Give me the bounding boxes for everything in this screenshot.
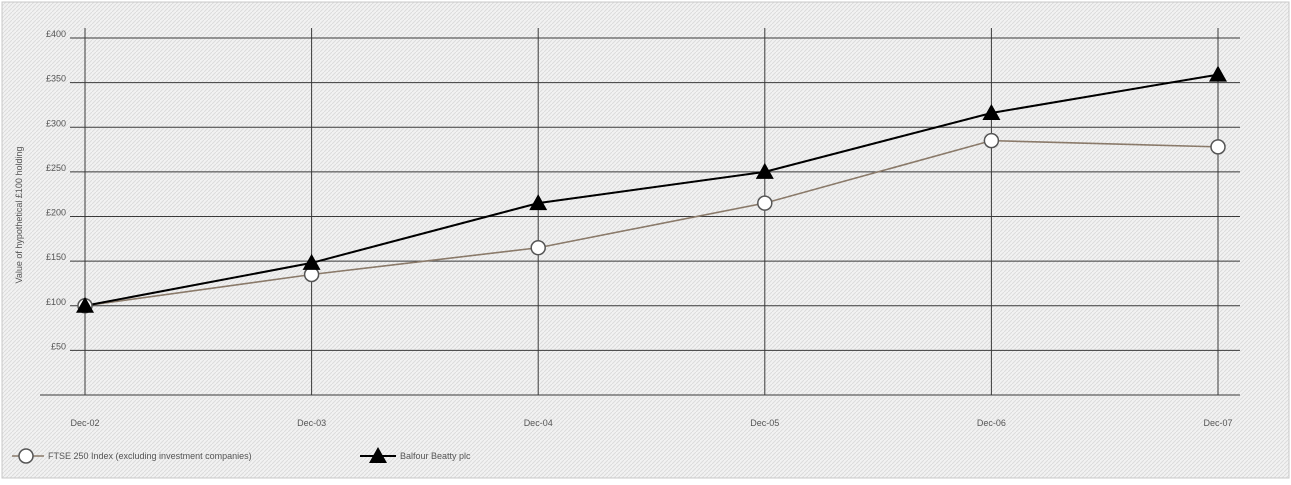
data-point-triangle bbox=[529, 194, 548, 211]
y-tick-label: £300 bbox=[46, 118, 66, 128]
legend: FTSE 250 Index (excluding investment com… bbox=[12, 447, 471, 464]
y-tick-label: £400 bbox=[46, 29, 66, 39]
x-tick-label: Dec-06 bbox=[977, 418, 1006, 428]
data-point-triangle bbox=[755, 162, 774, 179]
y-axis-ticks: £50 £100 £150 £200 £250 £300 £350 £400 bbox=[46, 29, 66, 351]
x-tick-label: Dec-07 bbox=[1203, 418, 1232, 428]
legend-label-ftse: FTSE 250 Index (excluding investment com… bbox=[48, 451, 252, 461]
y-axis-label: Value of hypothetical £100 holding bbox=[14, 147, 24, 284]
x-tick-label: Dec-03 bbox=[297, 418, 326, 428]
series-line bbox=[84, 139, 1219, 307]
data-point-circle bbox=[1210, 139, 1226, 155]
y-tick-label: £50 bbox=[51, 341, 66, 351]
series-line bbox=[84, 73, 1219, 307]
legend-marker-triangle bbox=[369, 447, 387, 463]
data-point-circle bbox=[757, 195, 773, 211]
y-tick-label: £250 bbox=[46, 163, 66, 173]
data-point-circle bbox=[983, 132, 1000, 149]
legend-marker-circle bbox=[18, 448, 34, 464]
data-point-circle bbox=[530, 239, 546, 256]
series bbox=[76, 65, 1227, 314]
legend-label-balfour: Balfour Beatty plc bbox=[400, 451, 471, 461]
data-point-triangle bbox=[76, 296, 94, 313]
x-tick-label: Dec-04 bbox=[524, 418, 553, 428]
x-tick-label: Dec-05 bbox=[750, 418, 779, 428]
data-point-triangle bbox=[982, 103, 1001, 120]
data-point-triangle bbox=[1209, 65, 1227, 82]
y-tick-label: £350 bbox=[46, 74, 66, 84]
grid bbox=[40, 28, 1240, 396]
y-tick-label: £150 bbox=[46, 252, 66, 262]
x-axis-ticks: Dec-02 Dec-03 Dec-04 Dec-05 Dec-06 Dec-07 bbox=[70, 418, 1232, 428]
y-tick-label: £100 bbox=[46, 297, 66, 307]
x-tick-label: Dec-02 bbox=[70, 418, 99, 428]
data-point-triangle bbox=[302, 253, 321, 270]
y-tick-label: £200 bbox=[46, 208, 66, 218]
